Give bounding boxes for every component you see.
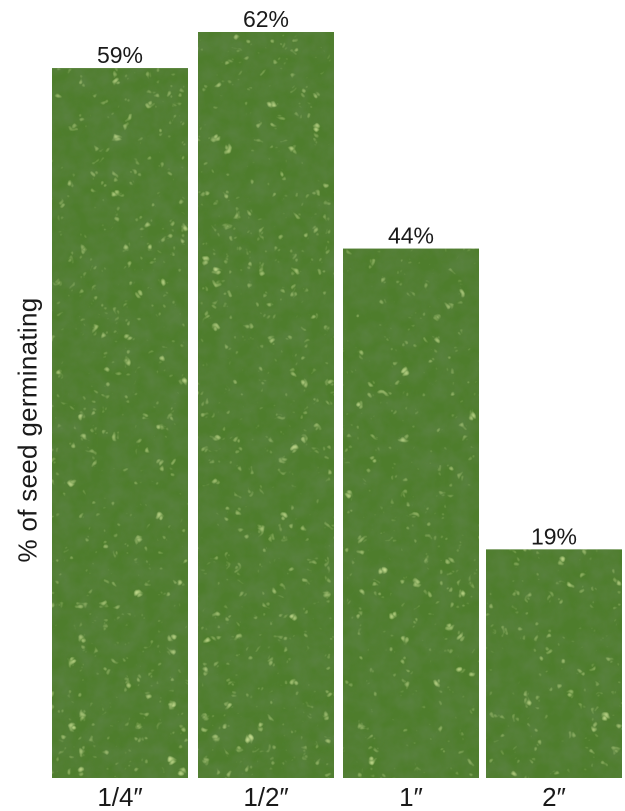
bar-texture-highlight [343, 248, 479, 779]
x-tick-labels-group: 1/4″ 1/2″ 1″ 2″ [97, 782, 566, 811]
bar [343, 248, 479, 779]
x-tick-label: 1″ [399, 782, 423, 811]
bar-texture-highlight [52, 68, 188, 778]
bar [52, 68, 188, 778]
x-tick-label: 2″ [542, 782, 566, 811]
bars-group [52, 32, 622, 779]
bar-value-label: 59% [97, 42, 143, 68]
value-labels-group: 59% 62% 44% 19% [97, 6, 577, 549]
bar-value-label: 44% [388, 223, 434, 249]
x-tick-label: 1/4″ [97, 782, 142, 811]
bar-texture-highlight [486, 549, 622, 778]
x-tick-label: 1/2″ [243, 782, 288, 811]
bar-value-label: 19% [531, 523, 577, 549]
bar-value-label: 62% [243, 6, 289, 32]
bar [486, 549, 622, 778]
bar-texture-highlight [198, 32, 334, 778]
bar [198, 32, 334, 778]
